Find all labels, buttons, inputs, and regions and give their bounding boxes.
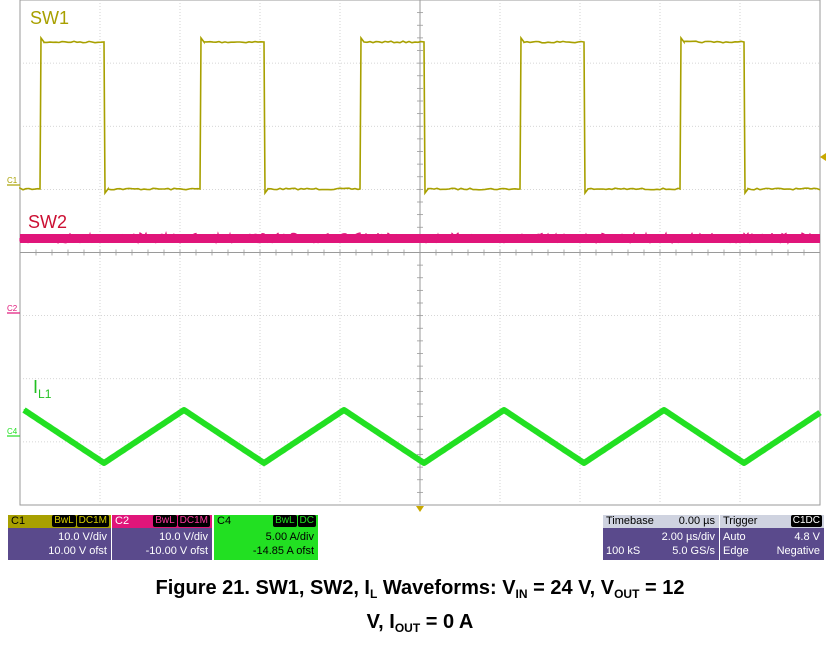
trace-il1-noise bbox=[23, 408, 821, 468]
coupling-tag: DC1M bbox=[76, 515, 109, 527]
oscilloscope-screen: SW1 SW2 IL1 C1 C2 C4 bbox=[7, 0, 826, 512]
offset: -14.85 A ofst bbox=[252, 545, 314, 557]
trigger-time-marker bbox=[416, 506, 424, 512]
trigger-label: Trigger bbox=[723, 515, 758, 527]
amps-per-div: 5.00 A/div bbox=[265, 531, 314, 543]
trigger-source-tag: C1DC bbox=[790, 515, 822, 527]
time-per-div: 2.00 µs/div bbox=[661, 531, 715, 543]
channel-marker-c4: C4 bbox=[7, 427, 18, 436]
timebase-panel[interactable]: Timebase 0.00 µs 2.00 µs/div 100 kS 5.0 … bbox=[603, 515, 719, 560]
series-label-sw2: SW2 bbox=[28, 212, 67, 232]
series-label-sw1: SW1 bbox=[30, 8, 69, 28]
figure-caption: Figure 21. SW1, SW2, IL Waveforms: VIN =… bbox=[155, 577, 685, 635]
trace-sw2-noise bbox=[19, 231, 821, 245]
timebase-delay: 0.00 µs bbox=[678, 515, 715, 527]
trace-sw2 bbox=[20, 234, 820, 243]
volts-per-div: 10.0 V/div bbox=[58, 531, 107, 543]
offset: -10.00 V ofst bbox=[145, 545, 208, 557]
trace-sw1 bbox=[19, 35, 821, 196]
volts-per-div: 10.0 V/div bbox=[159, 531, 208, 543]
bandwidth-tag: BwL bbox=[273, 515, 297, 527]
sample-rate: 5.0 GS/s bbox=[672, 545, 715, 557]
channel-panel-c4[interactable]: C4 BwL DC 5.00 A/div -14.85 A ofst bbox=[214, 515, 318, 560]
trigger-slope: Negative bbox=[776, 545, 820, 557]
channel-name: C2 bbox=[115, 515, 130, 527]
timebase-label: Timebase bbox=[606, 515, 654, 527]
coupling-tag: DC bbox=[297, 515, 316, 527]
channel-markers: C1 C2 C4 bbox=[7, 176, 20, 437]
grid bbox=[19, 0, 821, 506]
trace-labels: SW1 SW2 IL1 bbox=[28, 8, 69, 401]
channel-panel-c2[interactable]: C2 BwL DC1M 10.0 V/div -10.00 V ofst bbox=[112, 515, 212, 560]
channel-name: C1 bbox=[11, 515, 26, 527]
channel-marker-c2: C2 bbox=[7, 304, 18, 313]
trigger-mode: Auto bbox=[723, 531, 746, 543]
trigger-level-marker bbox=[820, 153, 826, 161]
channel-name: C4 bbox=[217, 515, 232, 527]
offset: 10.00 V ofst bbox=[48, 545, 107, 557]
channel-marker-c1: C1 bbox=[7, 176, 18, 185]
bandwidth-tag: BwL bbox=[52, 515, 76, 527]
coupling-tag: DC1M bbox=[177, 515, 210, 527]
series-label-il1: IL1 bbox=[33, 377, 52, 401]
traces bbox=[19, 35, 822, 468]
bandwidth-tag: BwL bbox=[153, 515, 177, 527]
sample-count: 100 kS bbox=[606, 545, 641, 557]
trigger-level: 4.8 V bbox=[794, 531, 820, 543]
trigger-panel[interactable]: Trigger C1DC Auto 4.8 V Edge Negative bbox=[720, 515, 824, 560]
trigger-type: Edge bbox=[723, 545, 749, 557]
channel-panel-c1[interactable]: C1 BwL DC1M 10.0 V/div 10.00 V ofst bbox=[8, 515, 111, 560]
